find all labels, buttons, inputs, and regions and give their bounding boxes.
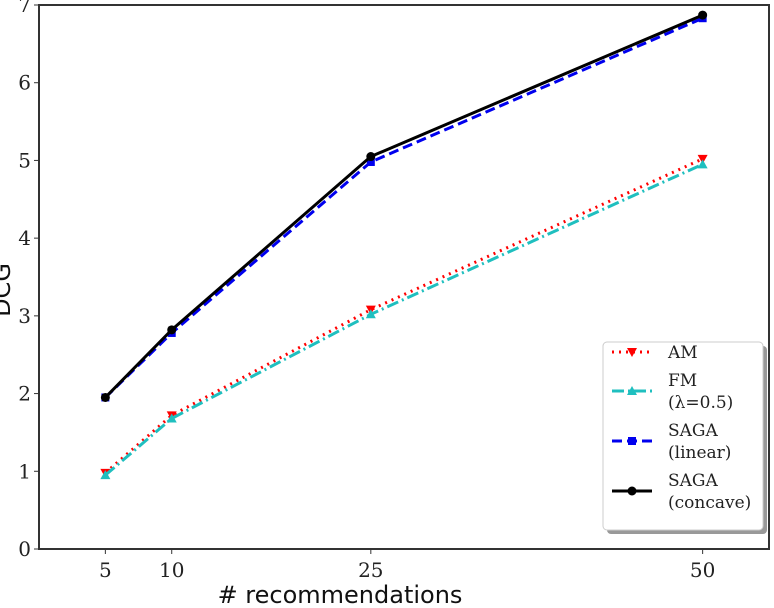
data-point <box>366 152 376 162</box>
legend-label-sub: (linear) <box>668 443 731 463</box>
x-tick-label: 10 <box>159 558 184 582</box>
legend-label-sub: (λ=0.5) <box>668 393 733 413</box>
series-line-1 <box>104 162 704 477</box>
legend-label: SAGA <box>668 421 719 441</box>
y-tick-label: 7 <box>18 0 31 17</box>
data-point <box>167 325 177 335</box>
data-point <box>166 413 177 423</box>
data-point <box>100 470 111 480</box>
y-tick-label: 1 <box>18 459 31 483</box>
legend-marker <box>627 486 637 496</box>
x-tick-label: 25 <box>358 558 383 582</box>
data-point <box>366 157 375 166</box>
legend-label: AM <box>667 343 698 363</box>
y-tick-label: 0 <box>18 537 31 561</box>
x-axis-label: # recommendations <box>218 581 463 608</box>
legend-marker <box>627 348 637 357</box>
y-tick-label: 6 <box>18 71 31 95</box>
x-tick-label: 50 <box>690 558 715 582</box>
data-point <box>100 392 110 402</box>
series-line-0 <box>104 157 704 474</box>
y-tick-label: 4 <box>18 226 31 250</box>
legend-label-sub: (concave) <box>668 493 751 513</box>
legend-label: FM <box>668 371 697 391</box>
y-axis-label: DCG <box>0 263 16 317</box>
series-line-3 <box>104 13 704 399</box>
data-point <box>698 10 708 20</box>
data-point <box>697 159 708 169</box>
legend-label: SAGA <box>668 471 719 491</box>
y-tick-label: 3 <box>18 304 31 328</box>
plot-frame <box>38 4 770 550</box>
legend-marker <box>627 386 637 395</box>
series-line-2 <box>104 16 704 399</box>
legend-marker <box>628 437 636 445</box>
y-tick-label: 2 <box>18 382 31 406</box>
x-tick-label: 5 <box>99 558 112 582</box>
data-point <box>365 309 376 319</box>
y-tick-label: 5 <box>18 148 31 172</box>
